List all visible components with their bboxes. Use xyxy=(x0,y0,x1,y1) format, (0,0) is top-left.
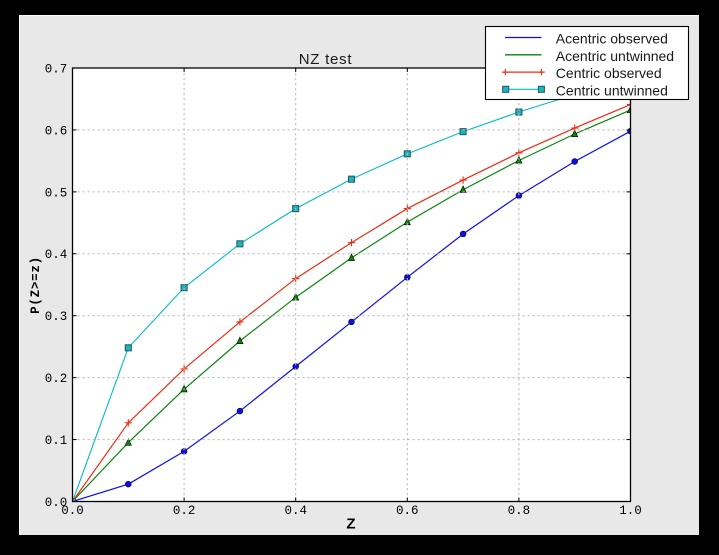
svg-text:0.6: 0.6 xyxy=(45,124,68,138)
svg-text:1.0: 1.0 xyxy=(619,504,642,518)
svg-text:Centric untwinned: Centric untwinned xyxy=(556,82,668,98)
svg-text:Z: Z xyxy=(346,516,355,533)
svg-text:Acentric untwinned: Acentric untwinned xyxy=(556,48,674,64)
svg-text:0.8: 0.8 xyxy=(508,504,531,518)
svg-text:0.4: 0.4 xyxy=(45,248,68,262)
svg-text:Acentric observed: Acentric observed xyxy=(556,31,668,47)
svg-text:P(Z>=z): P(Z>=z) xyxy=(29,256,43,314)
svg-text:0.3: 0.3 xyxy=(45,310,68,324)
svg-text:NZ test: NZ test xyxy=(299,51,353,68)
svg-text:0.2: 0.2 xyxy=(173,504,196,518)
svg-text:0.6: 0.6 xyxy=(396,504,419,518)
svg-text:0.2: 0.2 xyxy=(45,372,68,386)
svg-text:0.1: 0.1 xyxy=(45,434,68,448)
svg-text:Centric observed: Centric observed xyxy=(556,65,662,81)
svg-text:0.7: 0.7 xyxy=(45,62,68,76)
svg-text:0.4: 0.4 xyxy=(284,504,307,518)
svg-text:0.5: 0.5 xyxy=(45,186,68,200)
svg-text:0.0: 0.0 xyxy=(61,504,84,518)
svg-text:0.0: 0.0 xyxy=(45,496,68,510)
